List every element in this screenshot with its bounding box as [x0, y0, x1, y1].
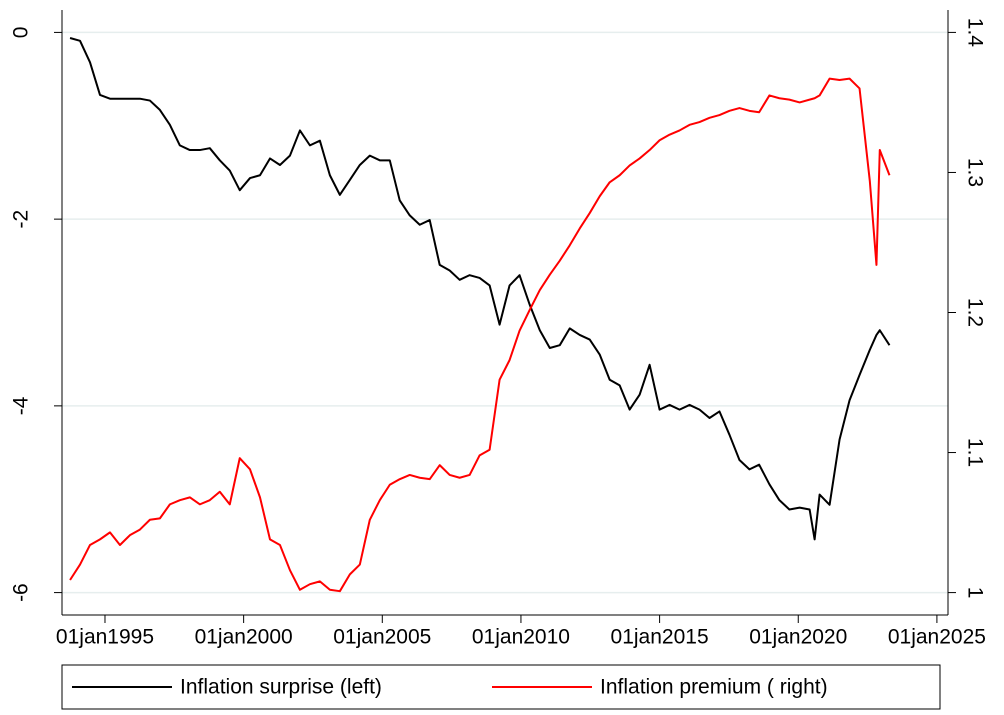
- y-tick-label: 0: [10, 27, 33, 39]
- x-tick-label: 01jan2020: [749, 626, 847, 649]
- x-tick-label: 01jan2010: [472, 626, 570, 649]
- x-tick-label: 01jan2000: [195, 626, 293, 649]
- x-tick-label: 01jan2005: [333, 626, 431, 649]
- legend-label: Inflation surprise (left): [180, 676, 382, 699]
- y-tick-label: -4: [10, 396, 33, 415]
- x-tick-label: 01jan2025: [888, 626, 986, 649]
- y2-tick-label: 1.4: [963, 18, 986, 48]
- y2-tick-label: 1.2: [963, 298, 986, 327]
- legend-label: Inflation premium ( right): [600, 676, 828, 699]
- y2-tick-label: 1.3: [963, 158, 986, 187]
- line-series: [69, 37, 891, 541]
- y-tick-label: -6: [10, 583, 33, 602]
- x-tick-label: 01jan1995: [56, 626, 154, 649]
- y2-tick-label: 1.1: [963, 438, 986, 467]
- line-series: [69, 77, 891, 593]
- y-tick-label: -2: [10, 210, 33, 229]
- x-tick-label: 01jan2015: [611, 626, 709, 649]
- y2-tick-label: 1: [963, 587, 986, 599]
